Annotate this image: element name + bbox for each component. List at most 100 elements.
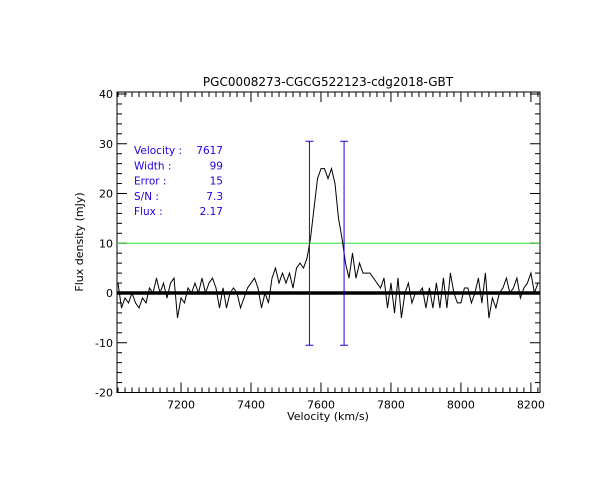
spectrum-point xyxy=(191,292,192,294)
spectrum-point xyxy=(376,282,378,284)
x-tick-label: 7400 xyxy=(237,399,265,412)
spectrum-point xyxy=(215,287,217,289)
spectrum-point xyxy=(296,267,297,269)
spectrum-point xyxy=(250,282,252,284)
spectrum-point xyxy=(362,272,364,274)
spectrum-point xyxy=(443,277,444,279)
spectrum-point xyxy=(520,297,521,299)
spectrum-point xyxy=(233,287,234,289)
spectrum-point xyxy=(383,277,385,279)
spectrum-point xyxy=(152,292,154,294)
spectrum-point xyxy=(313,208,315,209)
spectrum-point xyxy=(481,302,483,304)
y-tick-label: 10 xyxy=(99,237,113,250)
spectrum-point xyxy=(509,292,511,294)
spectrum-point xyxy=(425,307,427,309)
spectrum-point xyxy=(366,272,367,274)
spectrum-point xyxy=(275,267,276,269)
y-tick-label: 40 xyxy=(99,88,113,101)
spectrum-point xyxy=(121,307,122,309)
spectrum-point xyxy=(317,178,318,179)
spectrum-point xyxy=(341,237,343,239)
spectrum-point xyxy=(359,262,360,264)
spectrum-point xyxy=(436,282,437,284)
y-tick-label: -10 xyxy=(95,337,113,350)
annotation-label: Velocity : xyxy=(134,145,182,157)
spectrum-point xyxy=(240,307,241,309)
spectrum-point xyxy=(516,277,518,279)
spectrum-point xyxy=(401,317,402,319)
spectrum-point xyxy=(194,282,196,284)
y-tick-label: 30 xyxy=(99,138,113,151)
spectrum-point xyxy=(131,292,133,294)
spectrum-point xyxy=(499,292,500,294)
spectrum-point xyxy=(488,317,490,319)
spectrum-point xyxy=(502,287,504,289)
spectrum-point xyxy=(222,287,224,289)
spectrum-point xyxy=(128,302,129,304)
spectrum-point xyxy=(282,272,283,274)
y-axis-label: Flux density (mJy) xyxy=(73,192,86,291)
spectrum-point xyxy=(495,307,497,309)
spectrum-point xyxy=(177,317,178,319)
spectrum-point xyxy=(478,277,479,279)
spectrum-point xyxy=(513,287,514,289)
x-tick-label: 8200 xyxy=(517,399,545,412)
spectrum-point xyxy=(117,282,119,284)
spectrum-point xyxy=(247,287,248,289)
spectrum-point xyxy=(432,307,434,309)
spectrum-point xyxy=(156,277,157,279)
spectrum-point xyxy=(527,282,528,284)
annotation-label: Flux : xyxy=(134,206,163,218)
spectrum-point xyxy=(352,252,353,254)
spectrum-point xyxy=(292,287,294,289)
spectrum-point xyxy=(278,282,280,284)
annotation-value: 99 xyxy=(210,160,223,172)
x-axis-label: Velocity (km/s) xyxy=(287,410,369,423)
spectrum-point xyxy=(184,302,185,304)
spectrum-point xyxy=(142,297,143,299)
y-tick-label: 20 xyxy=(99,188,113,201)
y-tick-label: -20 xyxy=(95,387,113,400)
spectrum-point xyxy=(439,307,441,309)
annotation-value: 15 xyxy=(210,176,223,188)
spectrum-point xyxy=(208,282,210,284)
spectrum-point xyxy=(467,287,469,289)
spectrum-point xyxy=(523,287,525,289)
spectrum-point xyxy=(369,272,371,274)
spectrum-point xyxy=(310,237,311,239)
spectrum-point xyxy=(397,277,399,279)
spectrum-point xyxy=(138,307,140,309)
spectrum-point xyxy=(320,168,322,170)
spectrum-point xyxy=(338,217,339,219)
spectrum-point xyxy=(450,272,451,274)
spectrum-point xyxy=(268,302,269,304)
spectrum-point xyxy=(261,307,262,309)
annotation-value: 2.17 xyxy=(200,206,223,218)
spectrum-point xyxy=(226,307,227,309)
spectrum-point xyxy=(257,287,259,289)
spectrum-point xyxy=(404,292,406,294)
x-tick-label: 7200 xyxy=(167,399,195,412)
x-tick-label: 8000 xyxy=(447,399,475,412)
spectrum-point xyxy=(380,287,381,289)
spectrum-point xyxy=(324,168,325,170)
spectrum-point xyxy=(170,282,171,284)
spectrum-point xyxy=(355,277,357,279)
spectrum-point xyxy=(457,302,458,304)
spectrum-point xyxy=(408,282,409,284)
spectrum-point xyxy=(306,257,308,259)
spectrum-point xyxy=(149,287,150,289)
annotation-label: S/N : xyxy=(134,191,159,203)
spectrum-point xyxy=(534,292,535,294)
annotation-value: 7.3 xyxy=(206,191,223,203)
spectrum-point xyxy=(166,297,168,299)
spectrum-point xyxy=(348,277,350,279)
spectrum-point xyxy=(303,267,304,269)
spectrum-point xyxy=(187,287,189,289)
spectrum-point xyxy=(212,277,213,279)
spectrum-point xyxy=(460,302,462,304)
spectrum-point xyxy=(243,297,245,299)
spectrum-point xyxy=(485,272,486,274)
annotation-value: 7617 xyxy=(196,145,223,157)
